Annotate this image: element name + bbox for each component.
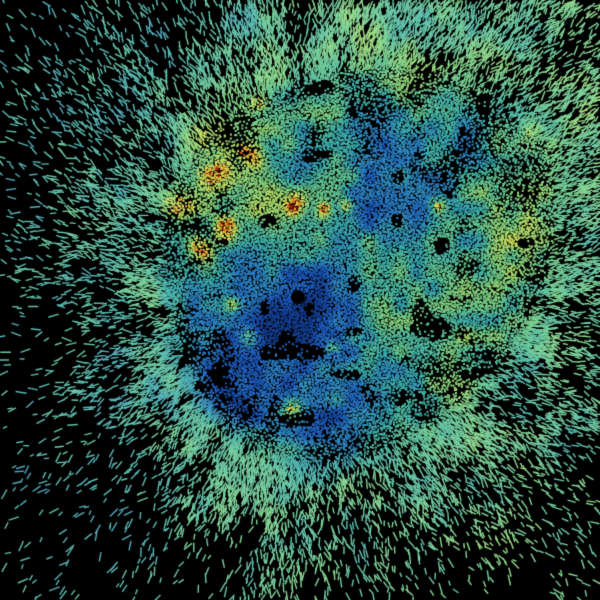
radar-speckle-map — [0, 0, 600, 600]
heatmap-canvas — [0, 0, 600, 600]
